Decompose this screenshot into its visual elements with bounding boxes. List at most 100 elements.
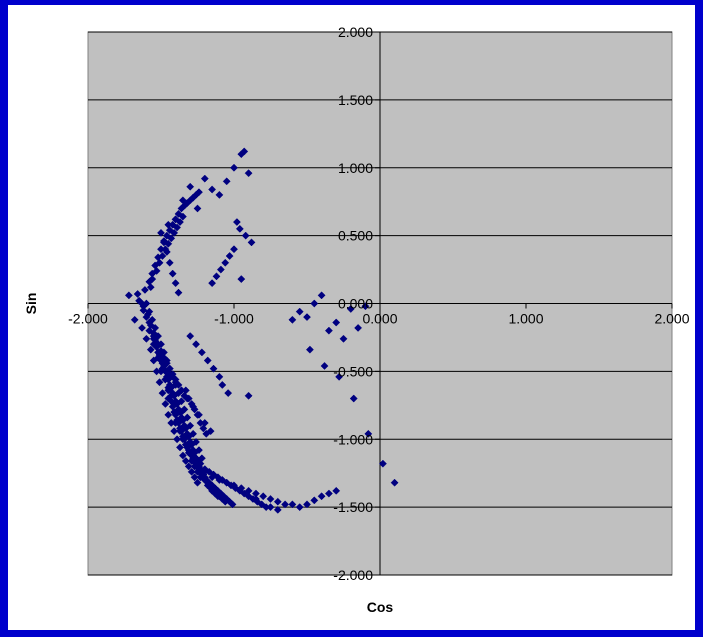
data-point	[361, 302, 370, 311]
data-point	[176, 443, 184, 452]
data-point	[193, 478, 202, 487]
data-point	[124, 291, 133, 300]
data-point	[251, 495, 260, 503]
data-point	[165, 370, 174, 379]
scatter-chart: -2.000 -1.500 -1.000 -0.500 0.000 0.500 1.000 1…	[23, 24, 690, 615]
data-point	[232, 218, 241, 227]
data-point	[177, 386, 186, 395]
data-point	[192, 454, 200, 463]
data-point	[165, 258, 174, 267]
data-point	[247, 238, 256, 247]
x-tick-label: -2.000	[68, 311, 108, 327]
data-point	[273, 497, 282, 506]
data-point	[230, 245, 238, 254]
data-point	[178, 451, 187, 460]
data-point	[186, 421, 195, 430]
data-point	[192, 340, 200, 349]
data-point	[142, 299, 151, 308]
data-point	[335, 372, 344, 381]
data-point	[139, 306, 148, 315]
x-tick-label: -1.000	[214, 311, 254, 327]
y-tick-label: -1.000	[333, 431, 373, 447]
data-point	[157, 245, 165, 254]
data-point	[244, 391, 253, 400]
y-axis-title: Sin	[23, 293, 39, 315]
data-point	[171, 378, 180, 387]
data-point	[176, 427, 184, 436]
data-point	[161, 375, 170, 384]
data-point	[295, 503, 304, 512]
data-point	[157, 340, 165, 349]
data-point	[310, 496, 319, 505]
data-point	[142, 334, 151, 343]
data-point	[193, 204, 202, 213]
data-point	[222, 177, 231, 186]
data-point	[171, 215, 180, 224]
data-point	[164, 410, 173, 419]
data-point	[162, 247, 171, 256]
data-point	[164, 394, 173, 403]
y-axis-tick-labels: -2.000 -1.500 -1.000 -0.500 0.000 0.500 1.000 1…	[333, 24, 373, 583]
data-point	[310, 299, 319, 308]
y-axis-ticks	[375, 31, 380, 576]
y-tick-label: 1.500	[338, 92, 373, 108]
data-point	[212, 272, 221, 281]
data-point	[158, 389, 167, 398]
data-point	[209, 364, 218, 373]
data-point	[364, 429, 373, 438]
data-point	[180, 432, 189, 441]
data-point	[206, 427, 215, 436]
data-point	[230, 481, 238, 490]
data-point	[235, 224, 244, 233]
data-point	[170, 427, 179, 436]
data-point	[354, 323, 363, 332]
data-point	[154, 332, 163, 341]
data-point	[174, 288, 183, 297]
data-point	[145, 277, 154, 286]
data-point	[165, 226, 174, 235]
data-point	[221, 258, 230, 267]
y-tick-label: 1.000	[338, 160, 373, 176]
y-tick-label: 2.000	[338, 24, 373, 40]
data-point	[303, 500, 311, 509]
data-point	[390, 478, 399, 487]
data-point	[215, 190, 224, 199]
data-point	[155, 378, 164, 387]
data-point	[237, 275, 246, 284]
data-point	[168, 402, 177, 411]
data-point	[225, 252, 234, 260]
data-point	[200, 174, 209, 183]
data-point	[208, 473, 217, 482]
data-point	[151, 261, 160, 270]
data-point	[195, 188, 203, 197]
x-tick-label: 0.000	[362, 311, 397, 327]
data-point	[215, 476, 224, 484]
data-point	[148, 269, 157, 278]
chart-area: -2.000 -1.500 -1.000 -0.500 0.000 0.500 1.000 1…	[8, 5, 695, 630]
data-point	[146, 345, 155, 354]
data-point	[164, 220, 173, 229]
data-point	[218, 380, 227, 389]
data-point	[171, 410, 180, 419]
data-point	[193, 462, 202, 471]
data-point	[244, 169, 253, 178]
data-point	[320, 361, 329, 370]
data-point	[288, 315, 297, 324]
data-point	[145, 307, 154, 316]
data-point	[203, 356, 212, 365]
data-point	[135, 296, 144, 305]
data-point	[154, 353, 163, 362]
data-point	[195, 446, 203, 455]
data-point	[216, 265, 225, 274]
data-point	[186, 182, 195, 191]
data-point	[266, 495, 275, 503]
data-point	[295, 307, 304, 316]
data-point	[173, 435, 182, 444]
x-tick-label: 2.000	[654, 311, 689, 327]
data-point	[208, 279, 217, 288]
data-point	[259, 492, 268, 501]
x-axis-ticks	[87, 303, 673, 309]
data-point	[168, 269, 177, 278]
data-point	[187, 467, 196, 476]
data-point	[208, 185, 217, 194]
